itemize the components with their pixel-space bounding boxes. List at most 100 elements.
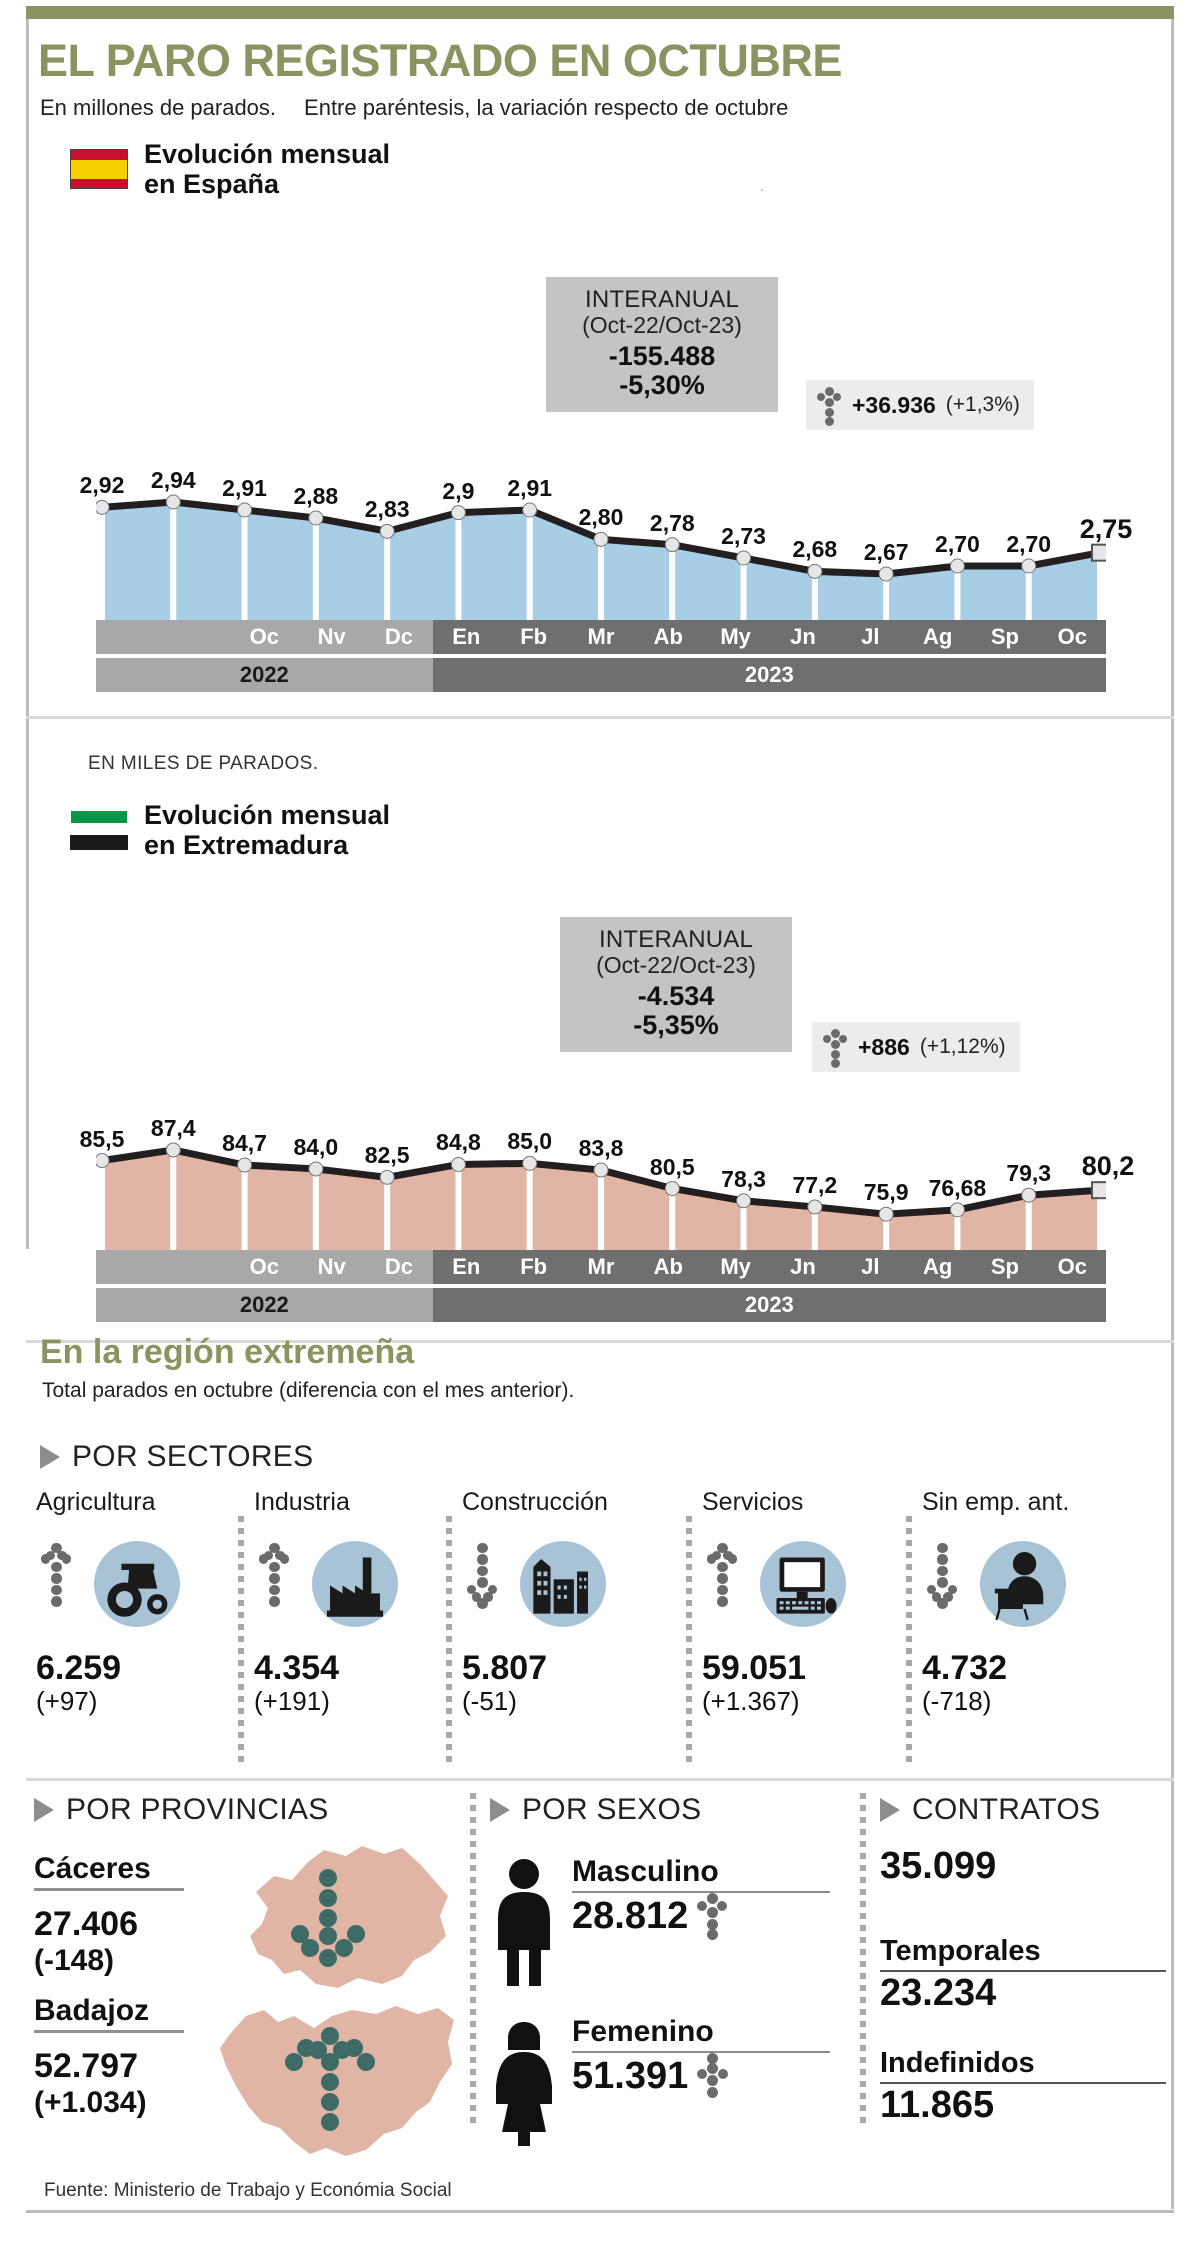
- month-cell: My: [701, 1250, 770, 1284]
- sector-diff: (+97): [36, 1686, 98, 1716]
- source-note: Fuente: Ministerio de Trabajo y Económia…: [44, 2180, 452, 2201]
- chart-value-label: 2,73: [721, 523, 766, 549]
- sector-value: 4.732: [922, 1649, 1008, 1687]
- month-cell: Jl: [836, 1250, 904, 1284]
- chart-value-label: 85,0: [507, 1128, 553, 1155]
- sex-masculino-rule: [572, 1891, 830, 1893]
- spain-flag-icon: [70, 149, 128, 190]
- month-cell: Ag: [903, 620, 972, 654]
- chart-value-label: 2,92: [79, 472, 125, 499]
- sector-name: Sin emp. ant.: [922, 1488, 1070, 1516]
- chart-value-label: 2,9: [442, 477, 475, 504]
- extremadura-delta-value: +886: [858, 1033, 910, 1060]
- contracts-indefinidos-rule: [880, 2082, 1166, 2084]
- chart-value-label: 2,67: [863, 539, 909, 565]
- chart-value-label: 2,88: [293, 483, 339, 509]
- month-cell: Mr: [567, 620, 635, 654]
- contracts-row-temporales: Temporales 23.234: [880, 1935, 1166, 2015]
- badajoz-map: [220, 2006, 454, 2156]
- tractor-icon: [98, 1545, 176, 1628]
- extremadura-legend-line2: en Extremadura: [144, 830, 349, 861]
- woman-icon: [496, 2022, 552, 2146]
- chart-value-label: 2,68: [792, 536, 838, 563]
- sexes-right-dotted-divider: [860, 1793, 866, 2123]
- person-desk-icon: [984, 1545, 1062, 1628]
- province-caceres: Cáceres 27.406 (-148): [34, 1852, 184, 1978]
- sex-masculino-value: 28.812: [572, 1894, 689, 1937]
- sector-diff: (+191): [254, 1686, 330, 1716]
- sector-construcci-n: Construcción 5.807 (-51): [452, 1488, 692, 1748]
- sectors-heading-label: POR SECTORES: [72, 1440, 314, 1473]
- sex-femenino-value: 51.391: [572, 2054, 689, 2097]
- extremadura-interanual-title: INTERANUAL: [598, 926, 754, 953]
- arrow-down-dots-icon: [696, 2053, 730, 2099]
- spain-area-chart: 2,92 2,94 2,91 2,88 2,83 2,9 2,91 2,80 2,78 2,73 2…: [80, 430, 1132, 620]
- top-green-rule: [26, 6, 1174, 19]
- month-cell: Jn: [769, 620, 837, 654]
- spain-legend-line1: Evolución mensual: [144, 139, 391, 169]
- triangle-right-icon: [34, 1798, 54, 1822]
- chart-value-label: 82,5: [364, 1142, 410, 1169]
- contracts-temporales-rule: [880, 1970, 1166, 1972]
- region-title: En la región extremeña: [40, 1333, 415, 1371]
- month-cell: [96, 620, 164, 654]
- month-cell: Dc: [365, 620, 433, 654]
- month-cell: Sp: [971, 620, 1039, 654]
- arrow-up-dots-icon: [40, 1543, 72, 1610]
- contracts-temporales-value: 23.234: [880, 1972, 997, 2014]
- arrow-up-dots-icon: [706, 1543, 738, 1610]
- region-subtitle: Total parados en octubre (diferencia con…: [42, 1379, 575, 1402]
- province-caceres-value: 27.406: [34, 1905, 138, 1943]
- chart-value-label: 2,83: [364, 496, 410, 523]
- month-cell: En: [432, 1250, 500, 1284]
- sex-femenino-name: Femenino: [572, 2015, 714, 2048]
- month-cell: Fb: [499, 1250, 568, 1284]
- sector-dotted-divider: [238, 1516, 244, 1766]
- chart-value-label: 2,70: [935, 531, 980, 557]
- extremadura-area-chart: 85,5 87,4 84,7 84,0 82,5 84,8 85,0 83,8 80,5 78,3…: [80, 1085, 1134, 1250]
- sex-masculino-name: Masculino: [572, 1855, 719, 1888]
- right-vertical-rule: [1171, 19, 1174, 2209]
- sector-name: Servicios: [702, 1488, 804, 1516]
- computer-icon: [764, 1545, 842, 1628]
- contracts-row-indefinidos: Indefinidos 11.865: [880, 2047, 1166, 2127]
- chart-value-label: 2,80: [578, 504, 624, 531]
- sector-agricultura: Agricultura 6.259 (+97): [26, 1488, 244, 1748]
- provinces-heading-label: POR PROVINCIAS: [66, 1793, 329, 1826]
- sector-value: 6.259: [36, 1649, 122, 1687]
- month-cell: Ab: [634, 620, 702, 654]
- chart-value-label: 80,5: [649, 1153, 695, 1180]
- extremadura-legend-text: Evolución mensual en Extremadura: [144, 800, 390, 860]
- badajoz-arrow-dots-icon: [285, 2027, 375, 2131]
- extremadura-legend: Evolución mensual en Extremadura: [70, 800, 390, 860]
- month-cell: [163, 620, 231, 654]
- sectors-row: Agricultura 6.259 (+97) Industria 4.354 (+191…: [26, 1488, 1174, 1766]
- triangle-right-icon: [490, 1798, 510, 1822]
- extremadura-year-axis: 2022 2023: [96, 1288, 1106, 1322]
- spain-legend: Evolución mensual en España: [70, 139, 1174, 199]
- section-divider-2: [26, 1340, 1174, 1343]
- spain-delta-percent: (+1,3%): [945, 393, 1020, 416]
- spain-interanual-absolute: -155.488: [608, 340, 716, 371]
- spain-month-axis: Oc Nv Dc En Fb Mr Ab My Jn Jl Ag Sp Oc: [96, 620, 1106, 654]
- arrow-down-dots-icon: [926, 1543, 958, 1610]
- month-cell: Jl: [836, 620, 904, 654]
- sector-name: Industria: [254, 1488, 350, 1516]
- month-cell: Oc: [230, 620, 298, 654]
- extremadura-units-note: EN MILES DE PARADOS.: [88, 753, 319, 774]
- chart-value-label: 79,3: [1006, 1160, 1052, 1187]
- sex-femenino: Femenino 51.391: [572, 2015, 830, 2099]
- spain-interanual-title: INTERANUAL: [584, 286, 740, 313]
- month-cell: Jn: [769, 1250, 837, 1284]
- arrow-up-dots-icon: [822, 1029, 848, 1068]
- chart-value-label: 84,8: [436, 1129, 481, 1156]
- sector-dotted-divider: [906, 1516, 912, 1766]
- extremadura-interanual-period: (Oct-22/Oct-23): [596, 951, 756, 978]
- year-label-2023: 2023: [432, 658, 1106, 692]
- chart-value-label: 87,4: [150, 1114, 196, 1141]
- spain-delta-value: +36.936: [852, 391, 936, 418]
- year-label-2023: 2023: [432, 1288, 1106, 1322]
- year-label-2022: 2022: [96, 658, 433, 692]
- month-cell: Oc: [1038, 620, 1106, 654]
